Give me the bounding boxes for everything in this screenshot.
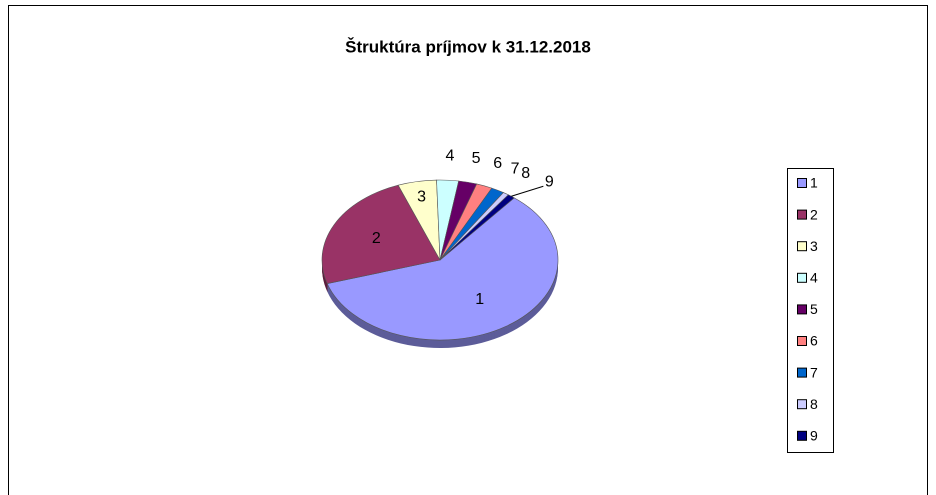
- legend-label: 1: [810, 175, 818, 191]
- legend-swatch: [797, 209, 807, 220]
- slice-label: 6: [493, 155, 502, 172]
- slice-label: 4: [445, 147, 454, 164]
- slice-label: 7: [511, 161, 520, 178]
- legend-swatch: [797, 399, 807, 410]
- pie-slice: [326, 197, 559, 341]
- legend-swatch: [797, 367, 807, 378]
- slice-label: 9: [545, 173, 554, 190]
- slice-label: 3: [417, 188, 426, 205]
- legend-swatch: [797, 178, 807, 188]
- legend-box: [787, 168, 834, 453]
- legend-swatch: [797, 272, 807, 283]
- legend-label: 2: [810, 206, 818, 222]
- slice-label: 5: [472, 150, 481, 167]
- legend-swatch: [797, 304, 807, 315]
- legend-swatch: [797, 430, 807, 441]
- pie-slice: [321, 184, 441, 284]
- legend-label: 9: [810, 428, 818, 444]
- slice-label: 2: [372, 230, 381, 247]
- legend-swatch: [797, 241, 807, 252]
- legend-label: 8: [810, 396, 818, 412]
- legend-label: 6: [810, 333, 818, 349]
- legend-label: 7: [810, 364, 818, 380]
- slice-label: 8: [521, 165, 530, 182]
- legend-label: 3: [810, 238, 818, 254]
- leader-line: [511, 185, 544, 197]
- legend-label: 4: [810, 270, 818, 286]
- legend-swatch: [797, 336, 807, 346]
- chart-title: Štruktúra príjmov k 31.12.2018: [345, 37, 591, 56]
- slice-label: 1: [475, 291, 484, 308]
- legend-label: 5: [810, 301, 818, 317]
